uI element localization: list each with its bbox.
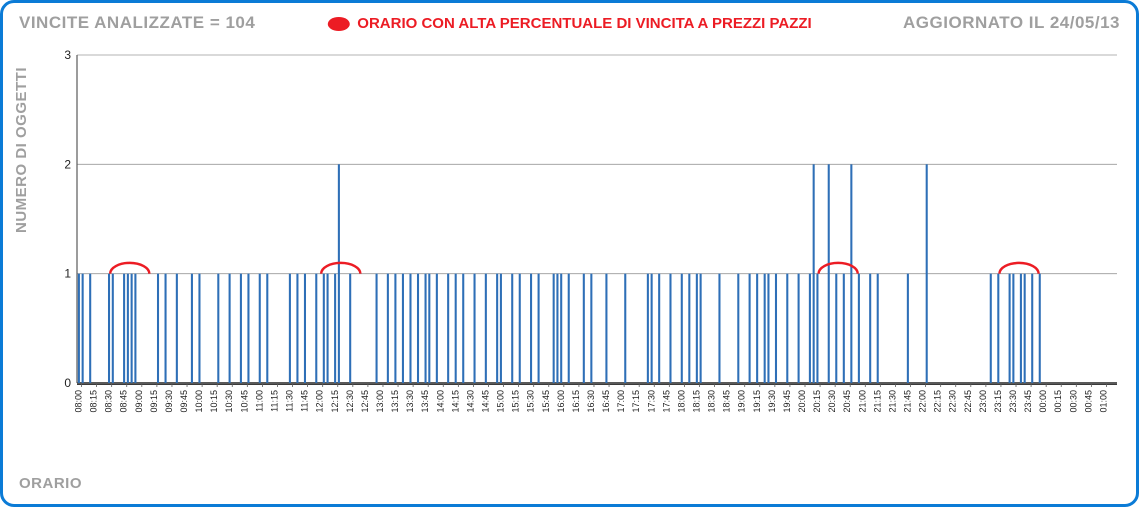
svg-text:00:30: 00:30 <box>1068 390 1078 413</box>
legend-dot-icon <box>327 17 349 31</box>
svg-text:11:15: 11:15 <box>269 390 279 412</box>
svg-text:22:00: 22:00 <box>918 390 928 413</box>
svg-text:16:00: 16:00 <box>556 390 566 413</box>
svg-text:19:00: 19:00 <box>737 390 747 413</box>
x-axis-label: ORARIO <box>19 475 82 492</box>
svg-text:14:00: 14:00 <box>435 390 445 413</box>
svg-text:10:45: 10:45 <box>239 390 249 413</box>
svg-text:12:15: 12:15 <box>330 390 340 413</box>
svg-text:22:15: 22:15 <box>933 390 943 413</box>
legend-label: ORARIO CON ALTA PERCENTUALE DI VINCITA A… <box>357 15 811 32</box>
svg-text:00:00: 00:00 <box>1038 390 1048 413</box>
header-left: VINCITE ANALIZZATE = 104 <box>19 13 255 33</box>
svg-text:10:30: 10:30 <box>224 390 234 413</box>
svg-text:17:15: 17:15 <box>631 390 641 413</box>
svg-text:09:45: 09:45 <box>179 390 189 413</box>
svg-text:23:15: 23:15 <box>993 390 1003 413</box>
svg-text:20:45: 20:45 <box>842 390 852 413</box>
svg-text:17:30: 17:30 <box>646 390 656 413</box>
svg-text:21:15: 21:15 <box>872 390 882 413</box>
svg-text:15:45: 15:45 <box>541 390 551 413</box>
svg-text:14:30: 14:30 <box>465 390 475 413</box>
svg-text:18:15: 18:15 <box>691 390 701 413</box>
chart-frame: VINCITE ANALIZZATE = 104 AGGIORNATO IL 2… <box>0 0 1139 507</box>
svg-text:3: 3 <box>64 49 71 62</box>
plot-area: 0 1 2 3 08:00 08:15 08:30 08:45 09:00 09:15 09:30 0… <box>63 49 1123 429</box>
svg-text:20:00: 20:00 <box>797 390 807 413</box>
svg-text:12:30: 12:30 <box>345 390 355 413</box>
svg-text:12:00: 12:00 <box>315 390 325 413</box>
svg-text:10:00: 10:00 <box>194 390 204 413</box>
svg-text:09:15: 09:15 <box>149 390 159 413</box>
svg-text:21:30: 21:30 <box>887 390 897 413</box>
y-axis-label: NUMERO DI OGGETTI <box>13 67 30 233</box>
svg-text:22:45: 22:45 <box>963 390 973 413</box>
svg-text:08:00: 08:00 <box>74 390 84 413</box>
svg-text:19:30: 19:30 <box>767 390 777 413</box>
legend: ORARIO CON ALTA PERCENTUALE DI VINCITA A… <box>327 15 811 32</box>
svg-text:18:30: 18:30 <box>707 390 717 413</box>
svg-text:11:45: 11:45 <box>300 390 310 412</box>
svg-text:01:00: 01:00 <box>1098 390 1108 413</box>
svg-text:21:45: 21:45 <box>903 390 913 413</box>
svg-text:18:45: 18:45 <box>722 390 732 413</box>
svg-text:22:30: 22:30 <box>948 390 958 413</box>
svg-text:23:30: 23:30 <box>1008 390 1018 413</box>
svg-text:15:00: 15:00 <box>496 390 506 413</box>
svg-text:09:00: 09:00 <box>134 390 144 413</box>
svg-text:20:30: 20:30 <box>827 390 837 413</box>
svg-text:23:00: 23:00 <box>978 390 988 413</box>
svg-text:19:45: 19:45 <box>782 390 792 413</box>
svg-text:00:15: 00:15 <box>1053 390 1063 413</box>
svg-text:13:30: 13:30 <box>405 390 415 413</box>
svg-text:2: 2 <box>64 157 71 171</box>
svg-text:08:15: 08:15 <box>89 390 99 413</box>
svg-text:11:00: 11:00 <box>254 390 264 412</box>
svg-text:08:45: 08:45 <box>119 390 129 413</box>
svg-text:16:45: 16:45 <box>601 390 611 413</box>
svg-text:21:00: 21:00 <box>857 390 867 413</box>
svg-text:15:30: 15:30 <box>526 390 536 413</box>
svg-text:15:15: 15:15 <box>511 390 521 413</box>
svg-text:08:30: 08:30 <box>104 390 114 413</box>
svg-text:19:15: 19:15 <box>752 390 762 413</box>
svg-text:14:45: 14:45 <box>480 390 490 413</box>
svg-text:17:00: 17:00 <box>616 390 626 413</box>
header-right: AGGIORNATO IL 24/05/13 <box>903 13 1120 33</box>
svg-text:11:30: 11:30 <box>285 390 295 412</box>
svg-text:17:45: 17:45 <box>661 390 671 413</box>
svg-text:00:45: 00:45 <box>1083 390 1093 413</box>
svg-text:18:00: 18:00 <box>676 390 686 413</box>
svg-text:14:15: 14:15 <box>450 390 460 413</box>
svg-text:13:00: 13:00 <box>375 390 385 413</box>
svg-text:13:45: 13:45 <box>420 390 430 413</box>
svg-text:0: 0 <box>64 376 71 390</box>
svg-text:10:15: 10:15 <box>209 390 219 413</box>
chart-svg: 0 1 2 3 08:00 08:15 08:30 08:45 09:00 09:15 09:30 0… <box>63 49 1123 429</box>
svg-text:1: 1 <box>64 267 71 281</box>
svg-text:12:45: 12:45 <box>360 390 370 413</box>
svg-text:09:30: 09:30 <box>164 390 174 413</box>
svg-text:16:15: 16:15 <box>571 390 581 413</box>
svg-text:23:45: 23:45 <box>1023 390 1033 413</box>
svg-text:13:15: 13:15 <box>390 390 400 413</box>
svg-text:20:15: 20:15 <box>812 390 822 413</box>
svg-text:16:30: 16:30 <box>586 390 596 413</box>
